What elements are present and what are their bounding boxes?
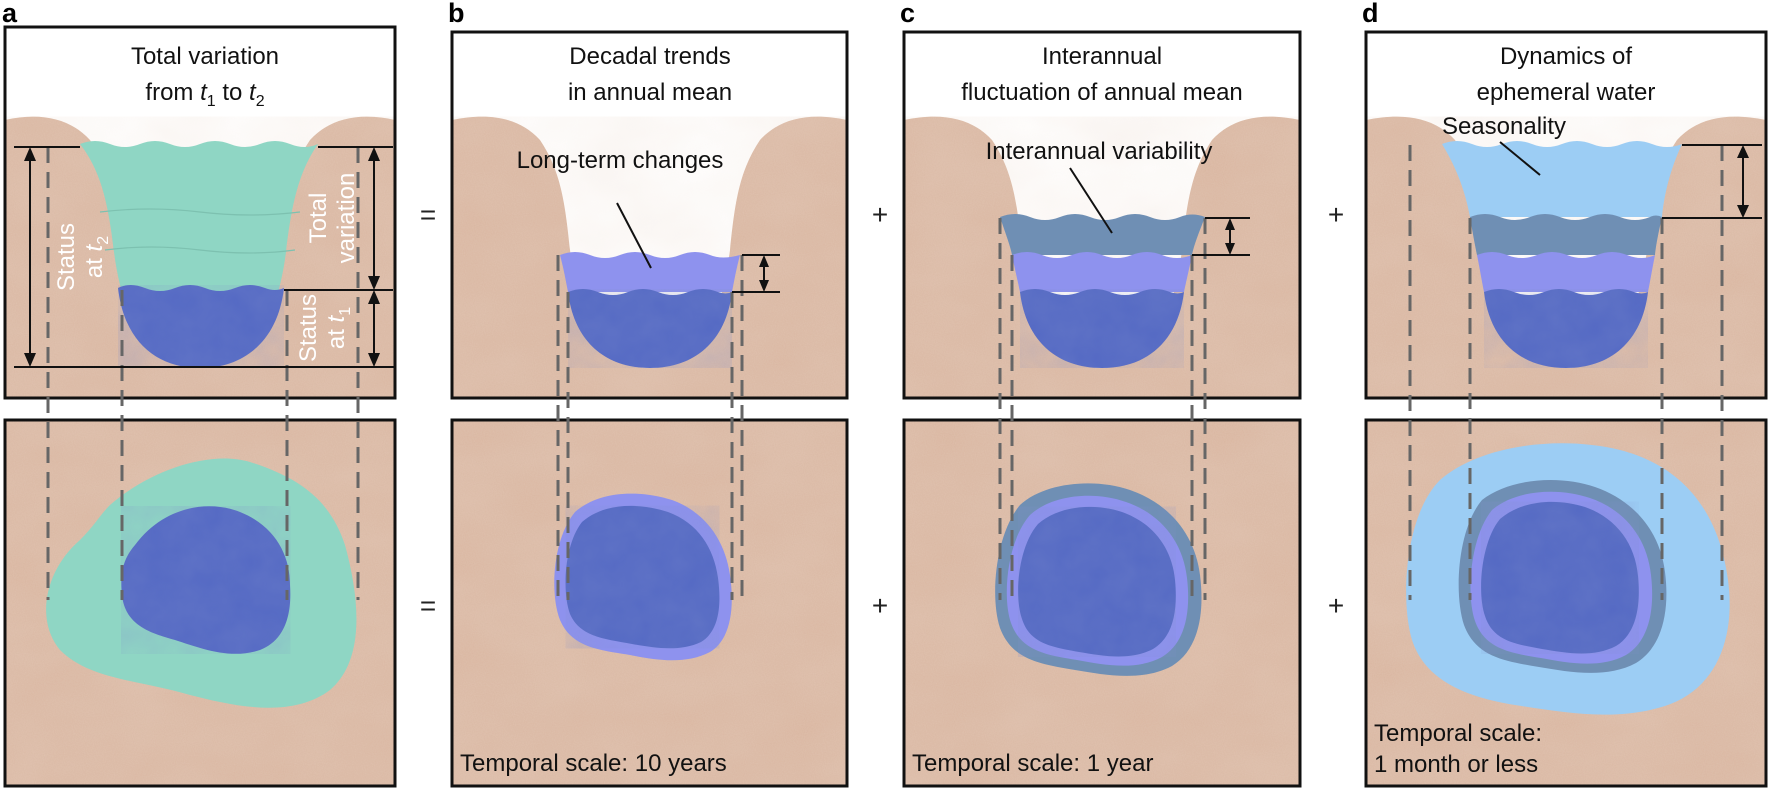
- panel-c-title-line2: fluctuation of annual mean: [961, 79, 1243, 106]
- panel-letter-d: d: [1362, 0, 1379, 28]
- panel-a-top: [5, 27, 395, 398]
- operator-plus-top-2: +: [1328, 199, 1344, 230]
- svg-text:at t2: at t2: [81, 236, 112, 278]
- panel-letter-b: b: [448, 0, 465, 28]
- panel-a-title-line1: Total variation: [131, 43, 279, 70]
- arrowheads-b: [759, 255, 769, 292]
- water-long-term-c: [1012, 252, 1192, 292]
- panel-a-annotations: [14, 146, 395, 368]
- operator-equals-bottom: =: [420, 590, 436, 621]
- panel-b-title-line2: in annual mean: [568, 79, 732, 106]
- label-status-t1: Status at t1: [295, 294, 354, 362]
- panel-c-top: [904, 32, 1300, 398]
- svg-text:Status: Status: [53, 223, 80, 291]
- frame-c-bottom: [902, 418, 1302, 788]
- panel-b-bottom: [452, 420, 847, 786]
- water-long-term-d: [1477, 252, 1655, 292]
- svg-text:Total: Total: [305, 193, 332, 244]
- arrowheads-c: [1225, 218, 1235, 255]
- panel-c-bottom: [904, 420, 1300, 786]
- panel-d-title-line2: ephemeral water: [1477, 79, 1656, 106]
- frame-c-top: [902, 30, 1302, 400]
- water-interannual: [1000, 214, 1205, 255]
- projection-lines: [46, 145, 1724, 600]
- panel-b-temporal-scale: Temporal scale: 10 years: [460, 750, 727, 777]
- frame-d-bottom: [1364, 418, 1768, 788]
- arrowheads-a: [24, 147, 380, 367]
- panel-d-title-line1: Dynamics of: [1500, 43, 1632, 70]
- frame-b-top: [450, 30, 849, 400]
- frame-a-top: [3, 25, 397, 400]
- label-status-t2: Status at t2: [53, 223, 112, 291]
- svg-text:variation: variation: [333, 173, 360, 264]
- operator-plus-top-1: +: [872, 199, 888, 230]
- operator-plus-bottom-2: +: [1328, 590, 1344, 621]
- frame-b-bottom: [450, 418, 849, 788]
- label-total-variation: Total variation: [305, 173, 360, 264]
- callout-seasonality: Seasonality: [1442, 113, 1566, 140]
- callout-long-term-changes: Long-term changes: [517, 147, 724, 174]
- operator-equals-top: =: [420, 199, 436, 230]
- panel-d-temporal-scale-line1: Temporal scale:: [1374, 720, 1542, 747]
- panel-d-annotations: [1499, 141, 1762, 219]
- panel-d-temporal-scale-line2: 1 month or less: [1374, 751, 1538, 778]
- arrowheads-d: [1737, 145, 1749, 218]
- water-interannual-d: [1470, 214, 1662, 255]
- panel-c-title-line1: Interannual: [1042, 43, 1162, 70]
- callout-interannual-variability: Interannual variability: [986, 138, 1213, 165]
- panel-b-top: [452, 32, 847, 398]
- svg-text:Status: Status: [295, 294, 322, 362]
- panel-letter-a: a: [2, 0, 18, 28]
- panel-a-title-line2: from t1 to t2: [145, 79, 264, 110]
- operator-plus-bottom-1: +: [872, 590, 888, 621]
- frame-a-bottom: [3, 418, 397, 788]
- panel-d-top: [1366, 32, 1766, 398]
- water-long-term: [560, 252, 740, 292]
- panel-c-temporal-scale: Temporal scale: 1 year: [912, 750, 1153, 777]
- panel-d-bottom: [1366, 420, 1766, 786]
- panel-letter-c: c: [900, 0, 915, 28]
- frame-d-top: [1364, 30, 1768, 400]
- panel-c-annotations: [1069, 167, 1250, 256]
- panel-a-bottom: [5, 420, 395, 786]
- water-seasonality: [1442, 141, 1682, 217]
- panel-b-title-line1: Decadal trends: [569, 43, 730, 70]
- svg-text:at t1: at t1: [323, 307, 354, 349]
